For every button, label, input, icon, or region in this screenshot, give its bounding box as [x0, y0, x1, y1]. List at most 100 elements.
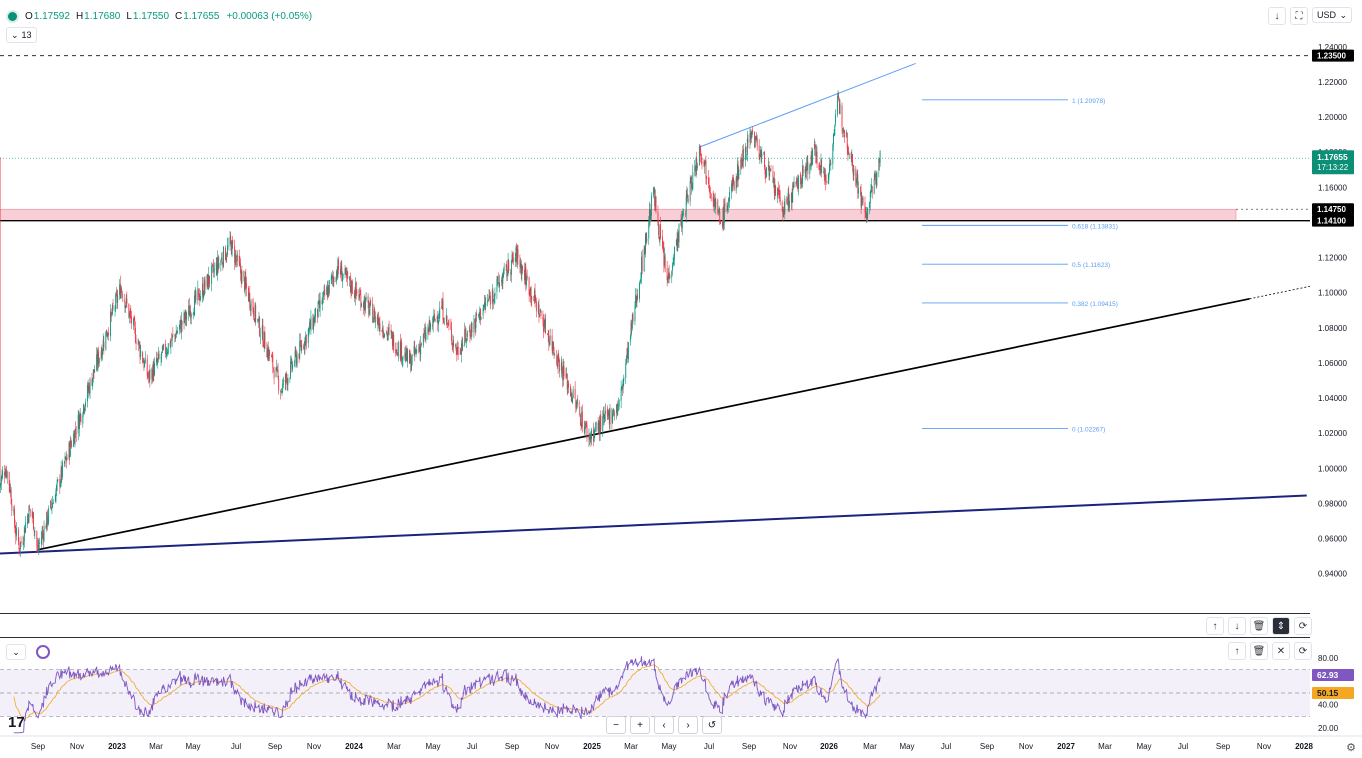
settings-icon[interactable]: ⚙ [1346, 742, 1356, 754]
candle-body [338, 259, 339, 270]
candle-body [156, 359, 158, 363]
candle-body [415, 350, 417, 352]
time-tick-label: 2026 [820, 742, 838, 751]
candle-body [143, 360, 145, 368]
candle-body [165, 353, 167, 356]
candle-body [655, 196, 657, 212]
candle-body [818, 165, 820, 170]
ohlc-legend: O1.17592 H1.17680 L1.17550 C1.17655 +0.0… [6, 8, 312, 24]
rsi-value-box [1312, 669, 1354, 681]
pane-separator[interactable] [0, 637, 1310, 638]
candle-body [75, 428, 77, 432]
candle-body [238, 255, 240, 264]
candle-body [474, 320, 476, 329]
candle-body [590, 436, 592, 440]
download-icon[interactable]: ↓ [1268, 7, 1286, 25]
candle-body [208, 275, 210, 284]
rsi-ma-box [1312, 687, 1354, 699]
candle-body [140, 350, 142, 357]
candle-body [630, 323, 632, 337]
chart-navigation: − + ‹ › ↺ [606, 716, 722, 734]
candle-body [641, 255, 643, 271]
candle-body [73, 434, 75, 447]
candle-body [114, 307, 116, 310]
zoom-out-icon[interactable]: − [606, 716, 626, 734]
candle-body [807, 161, 809, 174]
candle-body [10, 489, 11, 493]
candle-body [336, 271, 337, 281]
move-up-icon[interactable]: ↑ [1206, 617, 1224, 635]
restore-pane-icon[interactable]: ⟳ [1294, 642, 1312, 660]
candle-body [800, 181, 802, 185]
candle-body [61, 462, 63, 478]
chevron-down-icon[interactable]: ⌄ [6, 644, 26, 660]
candle-body [1, 473, 3, 480]
candle-body [819, 168, 821, 171]
resistance-trendline [699, 62, 916, 148]
candle-body [52, 501, 54, 504]
zoom-in-icon[interactable]: + [630, 716, 650, 734]
candle-body [805, 168, 807, 172]
candle-body [188, 305, 190, 315]
candle-body [321, 301, 323, 305]
candle-body [552, 341, 554, 351]
scroll-left-icon[interactable]: ‹ [654, 716, 674, 734]
candle-body [681, 215, 683, 228]
candle-body [180, 320, 182, 333]
candle-body [106, 329, 107, 337]
candle-body [252, 299, 254, 312]
candle-body [487, 299, 489, 301]
candle-body [529, 293, 531, 296]
candle-body [317, 301, 319, 318]
price-tick-label: 1.08000 [1318, 324, 1347, 333]
candle-body [167, 351, 169, 354]
scroll-right-icon[interactable]: › [678, 716, 698, 734]
pane-separator[interactable] [0, 613, 1310, 614]
maximize-pane-icon[interactable]: ⇕ [1272, 617, 1290, 635]
candle-body [240, 272, 242, 283]
price-tick-label: 1.14000 [1318, 218, 1347, 227]
indicator-icon[interactable] [36, 645, 50, 659]
candle-body [764, 165, 766, 175]
move-up-icon[interactable]: ↑ [1228, 642, 1246, 660]
candle-body [116, 294, 118, 303]
fullscreen-icon[interactable]: ⛶ [1290, 7, 1308, 25]
move-down-icon[interactable]: ↓ [1228, 617, 1246, 635]
currency-select[interactable]: USD ⌄ [1312, 7, 1352, 23]
candle-body [18, 542, 20, 550]
trash-icon[interactable]: 🗑 [1250, 642, 1268, 660]
candle-body [101, 349, 103, 357]
candle-body [450, 323, 452, 330]
candle-body [349, 276, 351, 280]
candle-body [777, 188, 779, 197]
indicators-toggle[interactable]: ⌄ 13 [6, 27, 37, 43]
candle-body [673, 246, 675, 260]
candle-body [879, 158, 880, 163]
reset-chart-icon[interactable]: ↺ [702, 716, 722, 734]
candle-body [809, 165, 811, 174]
time-tick-label: May [1136, 742, 1151, 751]
collapse-icon[interactable]: ✕ [1272, 642, 1290, 660]
candle-body [589, 434, 591, 440]
candle-body [275, 367, 277, 378]
candle-body [621, 387, 623, 388]
candle-body [244, 276, 246, 291]
candle-body [522, 265, 524, 271]
candle-body [654, 197, 656, 205]
candle-body [259, 335, 261, 337]
candle-body [629, 335, 631, 342]
trash-icon[interactable]: 🗑 [1250, 617, 1268, 635]
candle-body [876, 171, 878, 186]
candle-body [756, 136, 758, 140]
candle-body [814, 144, 816, 146]
candle-body [213, 265, 215, 272]
candle-body [767, 165, 769, 167]
candle-body [823, 170, 825, 177]
restore-pane-icon[interactable]: ⟳ [1294, 617, 1312, 635]
candle-body [470, 335, 472, 338]
candle-body [627, 342, 629, 360]
candle-body [318, 300, 320, 308]
candle-body [824, 173, 826, 177]
candle-body [91, 378, 93, 386]
